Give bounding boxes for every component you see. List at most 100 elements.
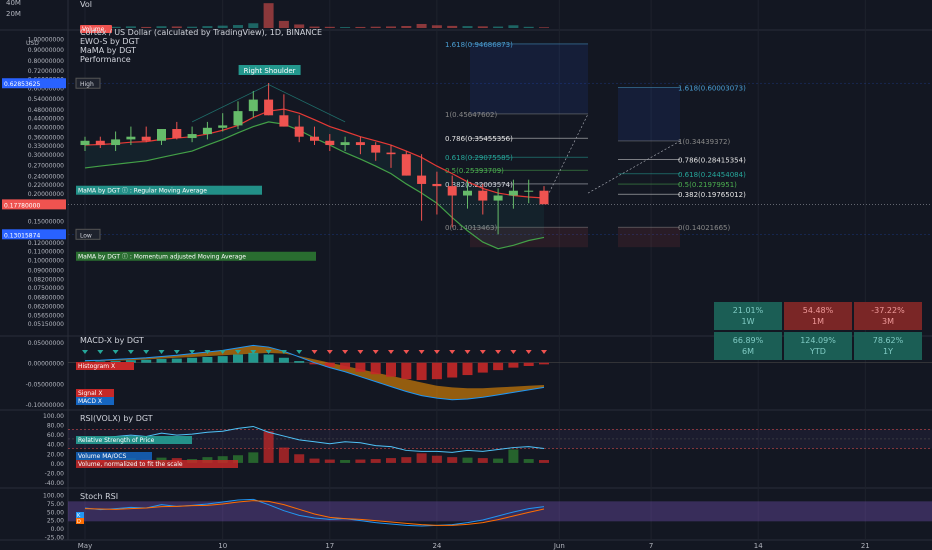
candle-body: [279, 115, 289, 127]
vol-scale-tick: 40M: [6, 0, 21, 7]
macd-hist-bar: [263, 354, 274, 363]
candle-body: [294, 126, 304, 137]
candle-body: [432, 183, 442, 187]
price-tick: 0.44000000: [28, 115, 64, 122]
fib-level-label: 1(0.34439372): [678, 138, 730, 146]
low-tag-bg: [2, 229, 66, 240]
high-tag: High: [80, 81, 94, 88]
rsi-volume-bar: [309, 458, 320, 463]
macd-hist-bar: [217, 356, 228, 363]
macd-hist-bar: [125, 360, 136, 363]
time-tick: 10: [218, 542, 227, 550]
macd-signal-arrow: [219, 350, 226, 354]
performance-cell: 78.62% 1Y: [854, 332, 922, 360]
right-shoulder-bg: [238, 65, 301, 76]
time-tick: 17: [325, 542, 334, 550]
price-tick: 0.05650000: [28, 312, 64, 319]
candle-body: [371, 145, 381, 153]
candle-body: [111, 139, 121, 146]
volume-bar: [263, 3, 274, 28]
macd-tick: 0.00000000: [28, 361, 64, 368]
macd-signal-arrow: [479, 350, 486, 354]
rsi-tick: 20.00: [47, 451, 64, 458]
time-tick: 14: [754, 542, 763, 550]
fib-upper-zone: [470, 43, 588, 114]
fib-level-label: 0.382(0.19765012): [678, 191, 746, 199]
macd-hist-bar: [523, 362, 534, 366]
volume-bar: [278, 20, 289, 28]
candle-body: [508, 190, 518, 196]
current-price-bg: [2, 199, 66, 210]
volume-bar: [416, 23, 427, 28]
stoch-k-badge: K: [77, 513, 81, 519]
fib-level-label: 1.618(0.60003073): [678, 85, 746, 93]
fib-level-label: 1(0.45647602): [445, 111, 497, 119]
current-price: 0.17780000: [4, 202, 40, 209]
price-tick: 0.09000000: [28, 268, 64, 275]
candle-body: [126, 136, 136, 140]
macd-hist-bar: [386, 362, 396, 377]
candle-body: [172, 129, 182, 139]
price-tick: 0.40000000: [28, 125, 64, 132]
rsi-label1-bg: [76, 436, 192, 444]
macd-hist-bar: [416, 362, 427, 380]
candle-body: [310, 136, 319, 141]
macd-signal-arrow: [250, 350, 257, 354]
volume-bar: [248, 23, 259, 28]
symbol-title[interactable]: Cortex / US Dollar (calculated by Tradin…: [80, 28, 322, 37]
fib-level-label: 0.618(0.29075585): [445, 154, 513, 162]
rsi-price-line: [84, 425, 545, 453]
macd-hist-bar: [233, 354, 243, 363]
macd-hist-bar: [340, 362, 351, 370]
low-value: 0.13015874: [4, 232, 40, 239]
candle-body: [478, 190, 488, 201]
rsi-tick: 60.00: [47, 432, 64, 439]
time-tick: 7: [649, 542, 653, 550]
performance-period: 6M: [742, 347, 754, 356]
macd-signal-arrow: [541, 350, 547, 354]
macd-hist-bar: [370, 362, 381, 375]
rsi-volume-bar: [248, 452, 259, 463]
fib-level-label: 0.786(0.35455356): [445, 135, 513, 143]
price-tick: 0.08200000: [28, 277, 64, 284]
mama-label2-bg: [76, 251, 316, 261]
rsi-volume-bar: [416, 453, 427, 463]
macd-signal-arrow: [510, 350, 517, 354]
price-tick: 0.05150000: [28, 321, 64, 328]
fib-level-label: 0.382(0.22003574): [445, 181, 513, 189]
macd-signal-arrow: [464, 350, 471, 354]
candle-body: [218, 125, 228, 128]
price-tick: 0.48000000: [28, 107, 64, 114]
volume-bar: [233, 25, 243, 28]
time-tick: 24: [432, 542, 441, 550]
macd-hist-bar: [539, 362, 549, 365]
price-tick: 0.20000000: [28, 191, 64, 198]
volume-bar: [141, 26, 152, 28]
macd-hist-bar: [508, 362, 519, 368]
candle-body: [340, 142, 350, 146]
macd-hist-bar: [309, 362, 320, 365]
time-tick: May: [78, 542, 92, 550]
macd-hist-bar: [278, 357, 289, 363]
macd-signal-arrow: [372, 350, 379, 354]
rsi-volume-bar: [447, 457, 458, 463]
grid: [84, 0, 866, 540]
price-tick: 0.15000000: [28, 219, 64, 226]
high-tag-bg: [2, 78, 66, 89]
rsi-label2: Volume MA/OCS: [78, 453, 126, 460]
mama-label: MaMA by DGT ⓘ : Regular Moving Average: [78, 187, 207, 195]
macd-fill: [85, 345, 544, 400]
candle-body: [539, 190, 549, 205]
stoch-tick: -25.00: [45, 534, 65, 541]
low-tag: Low: [80, 232, 92, 239]
candle-body: [248, 99, 258, 112]
vol-label[interactable]: Vol: [80, 0, 92, 9]
indicator-ewo[interactable]: EWO-S by DGT: [80, 37, 140, 46]
indicator-performance[interactable]: Performance: [80, 55, 131, 64]
macd-hist-bar: [431, 362, 442, 380]
macd-tick: -0.05000000: [26, 381, 65, 388]
macd-signal-arrow: [189, 350, 196, 354]
macd-hist-bar: [294, 361, 305, 363]
indicator-mama[interactable]: MaMA by DGT: [80, 46, 137, 55]
